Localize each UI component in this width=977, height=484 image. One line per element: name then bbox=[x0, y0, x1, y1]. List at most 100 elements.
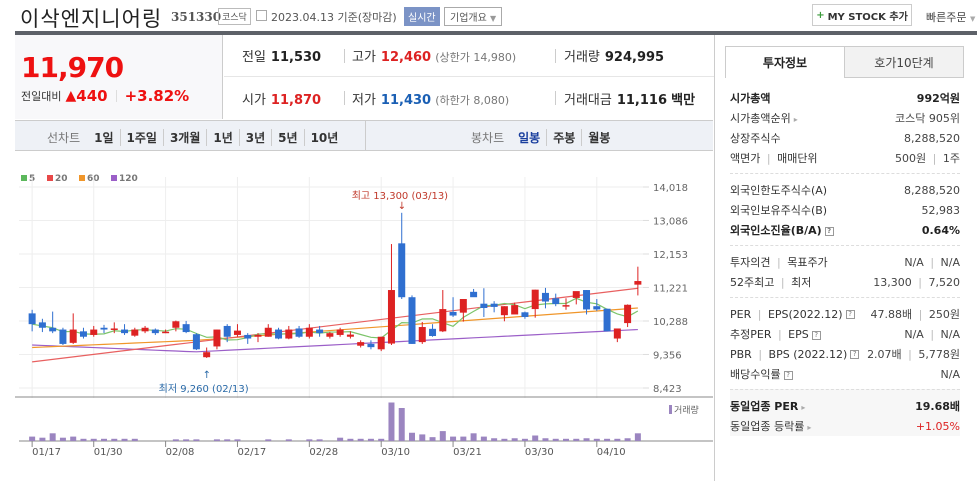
separator bbox=[116, 90, 117, 102]
info-row[interactable]: 시가총액순위▸코스닥 905위 bbox=[730, 108, 960, 128]
info-key: 배당수익률? bbox=[730, 366, 793, 382]
info-value: +1.05% bbox=[916, 420, 960, 433]
info-section: 동일업종 PER▸19.68배동일업종 등락률▸ +1.05% bbox=[730, 389, 960, 436]
info-key: 동일업종 등락률▸ bbox=[730, 418, 811, 434]
info-key: 투자의견 | 목표주가 bbox=[730, 254, 828, 270]
tab-investment-info[interactable]: 투자정보 bbox=[725, 46, 845, 78]
add-mystock-button[interactable]: +MY STOCK 추가 bbox=[812, 4, 912, 26]
stock-code: 351330 bbox=[171, 10, 221, 24]
stock-chart[interactable]: 5206012014,01813,08612,15311,22110,2889,… bbox=[15, 152, 713, 481]
quote-row-2: 시가11,870 저가11,430 (하한가 8,080) 거래대금11,116… bbox=[224, 77, 714, 119]
help-icon[interactable]: ? bbox=[825, 227, 834, 236]
candle-tab-일봉[interactable]: 일봉 bbox=[512, 129, 546, 146]
arrow-right-icon: ▸ bbox=[801, 403, 805, 412]
help-icon[interactable]: ? bbox=[784, 371, 793, 380]
high-value: 12,460 bbox=[381, 50, 431, 65]
period-tab-3년[interactable]: 3년 bbox=[239, 129, 271, 146]
open-label: 시가 bbox=[242, 93, 266, 108]
info-row: 외국인보유주식수(B)52,983 bbox=[730, 200, 960, 220]
info-value: N/A | N/A bbox=[904, 256, 960, 269]
info-row: 배당수익률?N/A bbox=[730, 364, 960, 384]
period-tab-1일[interactable]: 1일 bbox=[88, 129, 119, 146]
prev-close-label: 전일 bbox=[242, 50, 266, 65]
current-price: 11,970 bbox=[21, 51, 123, 84]
realtime-button[interactable]: 실시간 bbox=[404, 7, 440, 26]
svg-text:03/10: 03/10 bbox=[381, 447, 410, 458]
separator bbox=[344, 91, 345, 105]
info-section: 외국인한도주식수(A) 8,288,520 외국인보유주식수(B)52,983외국인… bbox=[730, 173, 960, 240]
svg-text:04/10: 04/10 bbox=[597, 447, 626, 458]
help-icon[interactable]: ? bbox=[846, 310, 855, 319]
arrow-right-icon: ▸ bbox=[807, 423, 811, 432]
help-icon[interactable]: ? bbox=[850, 350, 859, 359]
info-row: 투자의견 | 목표주가 N/A | N/A bbox=[730, 252, 960, 272]
svg-text:03/30: 03/30 bbox=[525, 447, 554, 458]
svg-text:10,288: 10,288 bbox=[653, 317, 688, 328]
candle-tab-주봉[interactable]: 주봉 bbox=[546, 129, 581, 146]
info-row: 시가총액992억원 bbox=[730, 88, 960, 108]
svg-text:12,153: 12,153 bbox=[653, 250, 688, 261]
info-value: 2.07배 | 5,778원 bbox=[867, 346, 960, 362]
volume-value: 924,995 bbox=[605, 50, 664, 65]
info-key: 외국인한도주식수(A) bbox=[730, 182, 827, 198]
svg-text:9,356: 9,356 bbox=[653, 350, 682, 361]
lower-limit: (하한가 8,080) bbox=[435, 94, 509, 107]
svg-text:8,423: 8,423 bbox=[653, 384, 682, 395]
svg-text:14,018: 14,018 bbox=[653, 183, 688, 194]
separator bbox=[344, 49, 345, 63]
info-value: 8,288,520 bbox=[904, 132, 960, 145]
info-key: PBR | BPS (2022.12)? bbox=[730, 348, 859, 361]
info-value: 500원 | 1주 bbox=[895, 150, 960, 166]
corp-info-label: 기업개요 bbox=[450, 13, 487, 24]
arrow-right-icon: ▸ bbox=[794, 115, 798, 124]
info-key: 외국인보유주식수(B) bbox=[730, 202, 827, 218]
period-tab-1주일[interactable]: 1주일 bbox=[120, 129, 163, 146]
quick-order-dropdown[interactable]: 빠른주문 ▼ bbox=[926, 9, 975, 25]
calendar-icon bbox=[256, 10, 267, 21]
corp-info-dropdown[interactable]: 기업개요 ▼ bbox=[444, 7, 502, 26]
quick-order-label: 빠른주문 bbox=[926, 11, 966, 24]
amount-label: 거래대금 bbox=[564, 93, 612, 108]
svg-text:11,221: 11,221 bbox=[653, 283, 688, 294]
svg-text:↑: ↑ bbox=[203, 370, 211, 381]
info-value: 코스닥 905위 bbox=[895, 110, 960, 126]
info-value: 8,288,520 bbox=[904, 184, 960, 197]
info-value: N/A | N/A bbox=[904, 328, 960, 341]
period-tab-1년[interactable]: 1년 bbox=[206, 129, 238, 146]
info-key: 52주최고 | 최저 bbox=[730, 274, 811, 290]
info-row: 외국인소진율(B/A)?0.64% bbox=[730, 220, 960, 240]
info-row[interactable]: 동일업종 등락률▸ +1.05% bbox=[730, 416, 960, 436]
tab-orderbook[interactable]: 호가10단계 bbox=[845, 46, 964, 78]
prev-close-value: 11,530 bbox=[271, 50, 321, 65]
svg-text:01/17: 01/17 bbox=[32, 447, 61, 458]
svg-text:02/28: 02/28 bbox=[309, 447, 338, 458]
separator bbox=[555, 91, 556, 105]
info-section: 시가총액992억원시가총액순위▸코스닥 905위상장주식수8,288,520액면… bbox=[730, 88, 960, 168]
svg-text:거래량: 거래량 bbox=[674, 404, 699, 416]
info-key: 동일업종 PER▸ bbox=[730, 398, 805, 414]
stock-name: 이삭엔지니어링 bbox=[20, 3, 162, 33]
help-icon[interactable]: ? bbox=[812, 331, 821, 340]
info-section: 투자의견 | 목표주가 N/A | N/A 52주최고 | 최저 13,300 | 7… bbox=[730, 245, 960, 292]
candle-tab-월봉[interactable]: 월봉 bbox=[581, 129, 616, 146]
period-tab-10년[interactable]: 10년 bbox=[304, 129, 345, 146]
info-row: 액면가 | 매매단위 500원 | 1주 bbox=[730, 148, 960, 168]
plus-icon: + bbox=[816, 10, 824, 21]
info-value: 0.64% bbox=[922, 224, 960, 237]
info-key: PER | EPS(2022.12)? bbox=[730, 308, 855, 321]
quote-row-1: 전일11,530 고가12,460 (상한가 14,980) 거래량924,99… bbox=[224, 35, 714, 77]
period-tab-5년[interactable]: 5년 bbox=[271, 129, 303, 146]
svg-text:13,086: 13,086 bbox=[653, 216, 688, 227]
line-chart-label: 선차트 bbox=[47, 129, 80, 146]
info-row: 외국인한도주식수(A) 8,288,520 bbox=[730, 180, 960, 200]
info-value: 47.88배 | 250원 bbox=[871, 306, 960, 322]
info-row: 상장주식수8,288,520 bbox=[730, 128, 960, 148]
investment-info-list: 시가총액992억원시가총액순위▸코스닥 905위상장주식수8,288,520액면… bbox=[730, 88, 960, 436]
period-tab-3개월[interactable]: 3개월 bbox=[163, 129, 206, 146]
info-key: 액면가 | 매매단위 bbox=[730, 150, 818, 166]
svg-text:최저 9,260 (02/13): 최저 9,260 (02/13) bbox=[159, 383, 249, 395]
info-row[interactable]: 동일업종 PER▸19.68배 bbox=[730, 396, 960, 416]
upper-limit: (상한가 14,980) bbox=[435, 51, 516, 64]
info-value: 13,300 | 7,520 bbox=[873, 276, 960, 289]
svg-text:20: 20 bbox=[55, 174, 68, 184]
